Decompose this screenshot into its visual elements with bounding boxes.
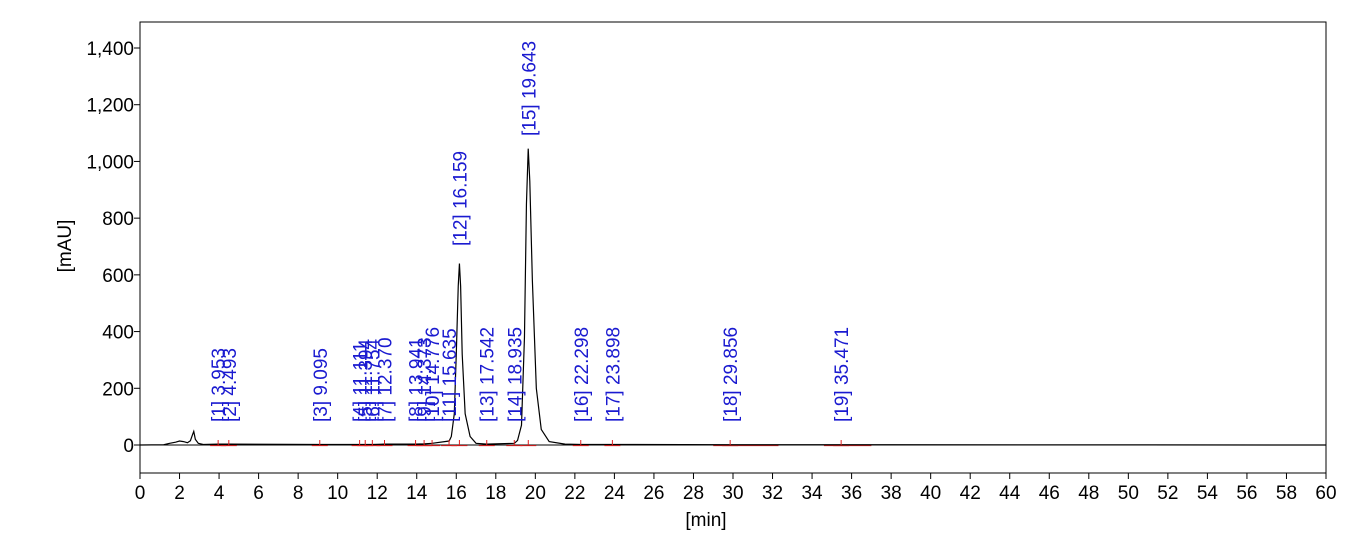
y-tick-label: 600 <box>102 266 134 287</box>
x-tick-label: 58 <box>1276 483 1297 504</box>
peak-label: [9] 14.373 <box>415 337 436 422</box>
peak-label: [17] 23.898 <box>603 327 624 422</box>
x-tick-label: 26 <box>643 483 664 504</box>
x-tick-label: 20 <box>525 483 546 504</box>
x-tick-label: 60 <box>1315 483 1336 504</box>
x-tick-label: 42 <box>960 483 981 504</box>
x-tick-label: 56 <box>1236 483 1257 504</box>
x-tick-label: 28 <box>683 483 704 504</box>
x-tick-label: 12 <box>367 483 388 504</box>
x-tick-label: 40 <box>920 483 941 504</box>
x-tick-label: 30 <box>722 483 743 504</box>
peak-label: [6] 11.754 <box>363 338 384 422</box>
peak-label: [18] 29.856 <box>721 327 742 422</box>
x-tick-label: 6 <box>253 483 264 504</box>
peak-label: [3] 9.095 <box>311 348 332 422</box>
peak-markers <box>217 440 842 445</box>
x-tick-label: 22 <box>564 483 585 504</box>
peak-label: [16] 22.298 <box>572 327 593 422</box>
y-tick-label: 1,200 <box>86 96 134 117</box>
peak-label: [14] 18.935 <box>505 327 526 422</box>
peak-label: [4] 11.111 <box>351 342 372 422</box>
y-axis: 0 200 400 600 800 1,000 1,200 1,400 <box>86 39 140 457</box>
x-tick-label: 38 <box>881 483 902 504</box>
x-tick-label: 4 <box>214 483 225 504</box>
x-tick-label: 18 <box>485 483 506 504</box>
x-tick-label: 24 <box>604 483 626 504</box>
x-tick-label: 46 <box>1039 483 1060 504</box>
peak-label: [12] 16.159 <box>450 151 471 246</box>
peak-label: [2] 4.493 <box>220 348 241 422</box>
x-tick-label: 14 <box>406 483 428 504</box>
x-tick-label: 8 <box>293 483 304 504</box>
x-tick-label: 36 <box>841 483 862 504</box>
x-tick-label: 34 <box>801 483 823 504</box>
x-tick-label: 44 <box>999 483 1021 504</box>
peak-label: [19] 35.471 <box>832 327 853 422</box>
x-tick-label: 50 <box>1118 483 1139 504</box>
x-tick-label: 16 <box>446 483 467 504</box>
plot-area <box>139 21 1327 474</box>
peak-label: [5] 11.394 <box>356 338 377 422</box>
x-tick-label: 32 <box>762 483 783 504</box>
y-tick-label: 200 <box>102 379 134 400</box>
peak-labels: [1] 3.953[2] 4.493 [3] 9.095 [4] 11.111[5]… <box>209 41 853 422</box>
x-tick-label: 2 <box>174 483 185 504</box>
peak-label: [1] 3.953 <box>209 348 230 422</box>
y-tick-label: 400 <box>102 323 134 344</box>
peak-label: [10] 14.776 <box>423 327 444 422</box>
y-axis-title: [mAU] <box>55 220 76 273</box>
x-axis-title: [min] <box>685 510 726 531</box>
x-tick-label: 48 <box>1078 483 1099 504</box>
x-tick-label: 52 <box>1157 483 1178 504</box>
x-tick-label: 0 <box>135 483 146 504</box>
peak-label: [13] 17.542 <box>478 327 499 422</box>
peak-label: [8] 13.941 <box>407 337 428 422</box>
peak-label: [15] 19.643 <box>519 41 540 136</box>
y-tick-label: 1,400 <box>86 39 134 60</box>
y-tick-label: 800 <box>102 209 134 230</box>
x-tick-label: 54 <box>1197 483 1219 504</box>
chromatogram-trace <box>139 148 1327 446</box>
x-tick-label: 10 <box>327 483 348 504</box>
y-tick-label: 0 <box>123 436 134 457</box>
y-tick-label: 1,000 <box>86 152 134 173</box>
peak-label: [11] 15.635 <box>440 328 461 422</box>
x-axis: 0 2 4 6 8 10 12 14 16 18 20 22 24 26 28 30 32 34 36 38 40 42 4… <box>135 473 1337 504</box>
peak-label: [7] 12.370 <box>376 337 397 422</box>
